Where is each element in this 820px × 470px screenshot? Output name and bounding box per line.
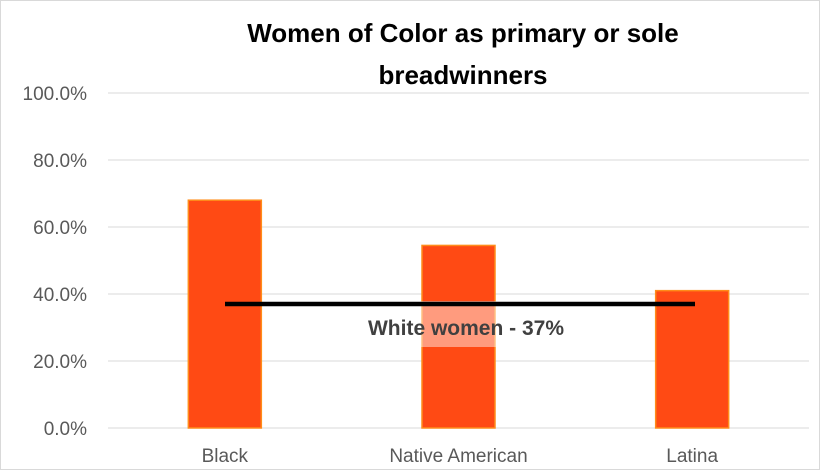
bar-black <box>187 199 263 429</box>
y-tick-label: 80.0% <box>33 151 87 172</box>
chart-title-line-2: breadwinners <box>378 60 547 90</box>
y-tick-label: 20.0% <box>33 352 87 373</box>
x-category-label: Latina <box>666 446 718 467</box>
x-axis-labels: Black Native American Latina <box>202 446 719 467</box>
y-tick-label: 100.0% <box>23 84 88 105</box>
y-axis-ticks: 0.0% 20.0% 40.0% 60.0% 80.0% 100.0% <box>23 84 88 440</box>
y-tick-label: 0.0% <box>44 419 87 440</box>
x-category-label: Native American <box>389 446 527 467</box>
x-category-label: Black <box>202 446 249 467</box>
bar-latina <box>654 289 730 429</box>
bar-native-american <box>421 244 496 429</box>
reference-label-box <box>315 301 617 347</box>
chart-title-line-1: Women of Color as primary or sole <box>247 18 679 48</box>
reference-line-label: White women - 37% <box>368 317 564 340</box>
reference-line-group: White women - 37% <box>225 301 695 347</box>
bars <box>187 199 730 429</box>
y-tick-label: 40.0% <box>33 285 87 306</box>
y-tick-label: 60.0% <box>33 218 87 239</box>
